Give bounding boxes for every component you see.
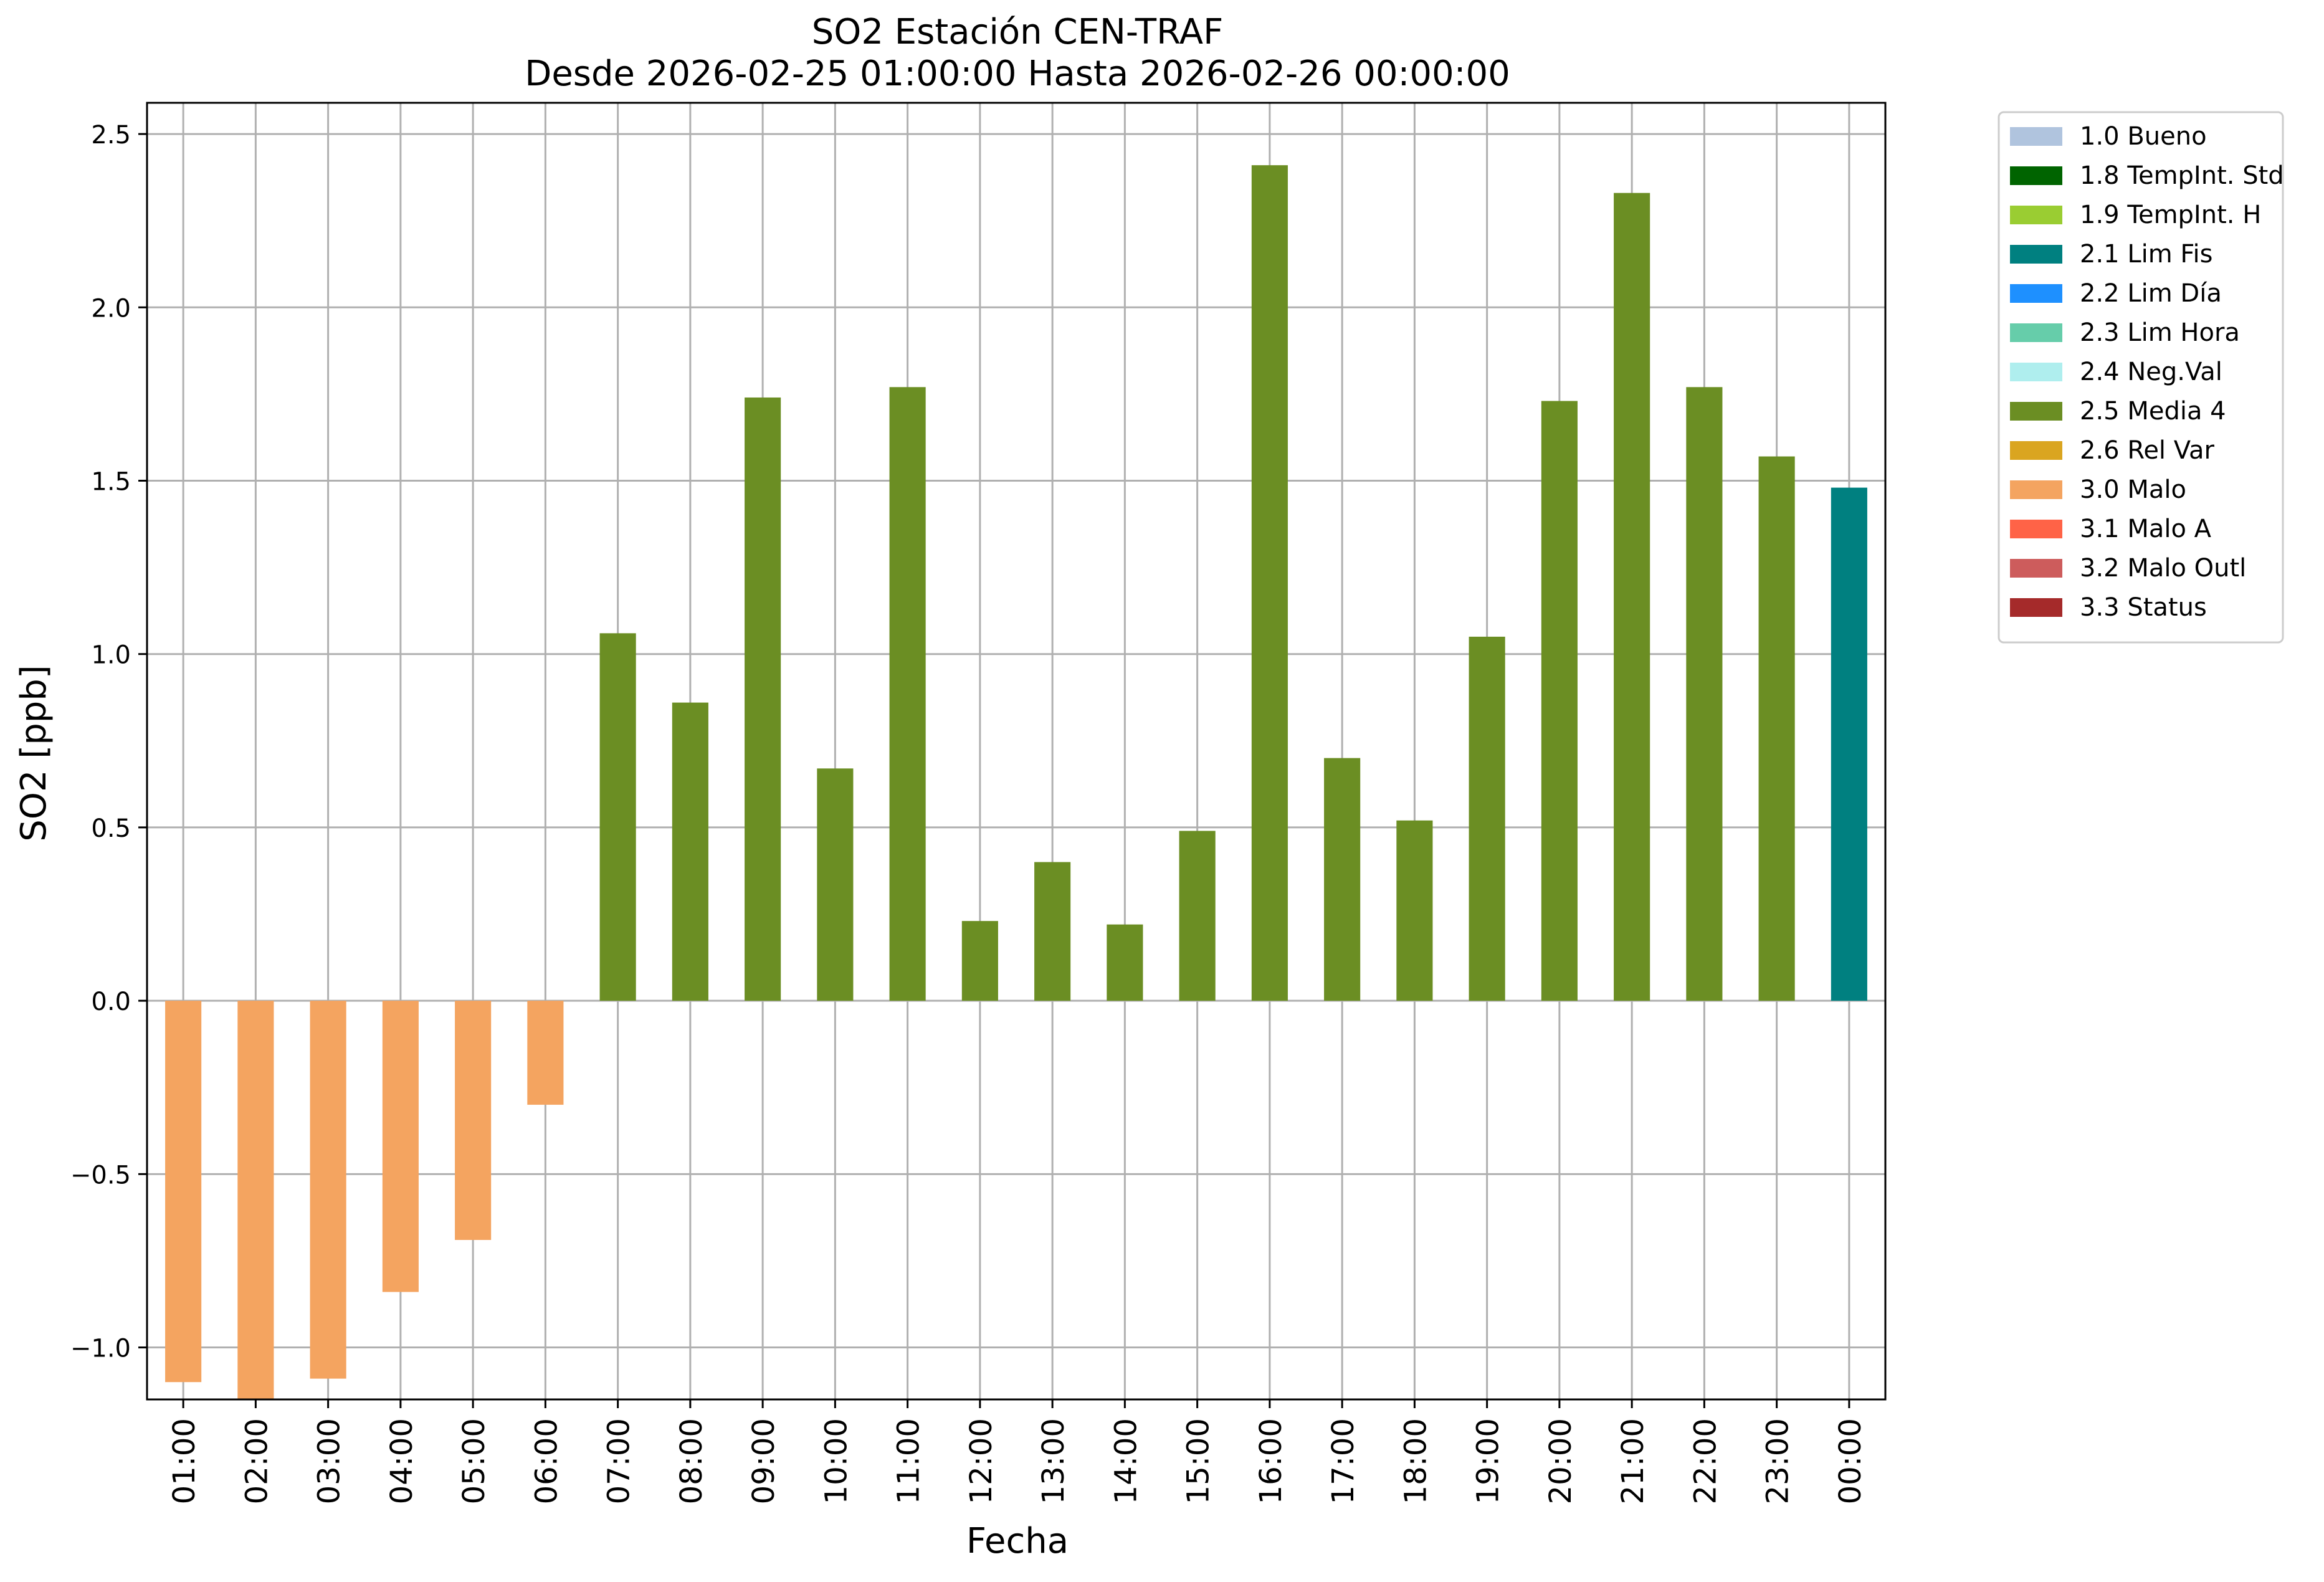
bar-2000 — [1541, 401, 1578, 1001]
legend-label: 1.9 TempInt. H — [2080, 201, 2261, 229]
bar-1800 — [1396, 820, 1433, 1001]
bar-1600 — [1251, 165, 1288, 1001]
bar-1200 — [961, 921, 998, 1001]
legend-swatch — [2010, 480, 2062, 499]
legend-swatch — [2010, 206, 2062, 224]
x-tick-label: 03:00 — [312, 1418, 347, 1504]
x-tick-label: 05:00 — [457, 1418, 492, 1504]
x-tick-label: 09:00 — [746, 1418, 781, 1504]
bar-0000 — [1831, 487, 1867, 1001]
legend-swatch — [2010, 284, 2062, 303]
x-tick-label: 02:00 — [239, 1418, 274, 1504]
x-tick-label: 11:00 — [892, 1418, 926, 1504]
legend-swatch — [2010, 402, 2062, 421]
x-tick-label: 08:00 — [674, 1418, 709, 1504]
x-tick-label: 00:00 — [1833, 1418, 1868, 1504]
plot-frame — [146, 102, 1887, 1401]
legend-swatch — [2010, 245, 2062, 264]
bar-0600 — [527, 1001, 564, 1105]
x-tick-label: 07:00 — [602, 1418, 637, 1504]
x-tick-label: 06:00 — [529, 1418, 564, 1504]
legend-swatch — [2010, 323, 2062, 342]
y-tick-label: 1.0 — [91, 641, 131, 670]
bar-0200 — [237, 1001, 274, 1399]
x-tick-label: 20:00 — [1543, 1418, 1578, 1504]
bar-0800 — [672, 702, 708, 1001]
bar-1900 — [1469, 636, 1505, 1001]
bar-2200 — [1686, 387, 1723, 1001]
legend-label: 2.3 Lim Hora — [2080, 318, 2240, 347]
x-tick-label: 15:00 — [1181, 1418, 1216, 1504]
legend-label: 2.5 Media 4 — [2080, 397, 2226, 426]
y-tick-label: 1.5 — [91, 467, 131, 496]
bar-2100 — [1614, 193, 1650, 1001]
bar-0500 — [455, 1001, 492, 1241]
x-tick-label: 13:00 — [1036, 1418, 1071, 1504]
legend-label: 1.0 Bueno — [2080, 122, 2207, 151]
y-tick-label: −1.0 — [70, 1335, 131, 1363]
grid-lines — [147, 103, 1885, 1399]
y-tick-label: −0.5 — [70, 1161, 131, 1189]
legend-label: 2.1 Lim Fis — [2080, 240, 2212, 269]
bar-0700 — [599, 633, 636, 1001]
axes: −1.0 −0.5 0.0 0.5 1.0 1.5 2.0 2.5 01:00 02:00 03:0… — [70, 102, 1887, 1504]
x-tick-label: 14:00 — [1108, 1418, 1143, 1504]
bar-1000 — [817, 768, 854, 1001]
x-tick-label: 21:00 — [1616, 1418, 1650, 1504]
x-tick-label: 10:00 — [819, 1418, 854, 1504]
bars — [165, 165, 1867, 1399]
legend-swatch — [2010, 598, 2062, 617]
y-tick-label: 2.5 — [91, 121, 131, 150]
x-tick-label: 12:00 — [964, 1418, 999, 1504]
bar-0300 — [310, 1001, 346, 1379]
y-tick-label: 0.0 — [91, 988, 131, 1016]
legend-label: 1.8 TempInt. Std — [2080, 161, 2284, 190]
legend-swatch — [2010, 166, 2062, 185]
y-tick-label: 0.5 — [91, 814, 131, 843]
x-tick-label: 01:00 — [167, 1418, 202, 1504]
x-tick-label: 19:00 — [1471, 1418, 1506, 1504]
bar-1100 — [889, 387, 926, 1001]
legend-swatch — [2010, 127, 2062, 146]
x-axis-label: Fecha — [966, 1521, 1069, 1561]
chart-title: SO2 Estación CEN-TRAF — [812, 12, 1224, 52]
legend-swatch — [2010, 441, 2062, 460]
x-tick-label: 22:00 — [1688, 1418, 1723, 1504]
bar-1300 — [1034, 862, 1071, 1001]
x-tick-label: 23:00 — [1761, 1418, 1796, 1504]
chart-subtitle: Desde 2026-02-25 01:00:00 Hasta 2026-02-… — [525, 54, 1510, 94]
legend: 1.0 Bueno 1.8 TempInt. Std 1.9 TempInt. H 2… — [1998, 111, 2284, 644]
bar-0400 — [382, 1001, 419, 1292]
legend-frame — [1998, 111, 2284, 644]
legend-label: 3.1 Malo A — [2080, 515, 2212, 543]
legend-label: 3.3 Status — [2080, 593, 2207, 622]
bar-0900 — [745, 397, 781, 1001]
x-tick-label: 17:00 — [1326, 1418, 1361, 1504]
x-tick-label: 04:00 — [384, 1418, 419, 1504]
x-tick-label: 18:00 — [1398, 1418, 1433, 1504]
x-tick-label: 16:00 — [1254, 1418, 1288, 1504]
bar-1700 — [1324, 758, 1361, 1001]
y-axis-label: SO2 [ppb] — [14, 665, 54, 841]
legend-label: 2.4 Neg.Val — [2080, 358, 2222, 386]
bar-1400 — [1107, 924, 1143, 1001]
bar-2300 — [1758, 456, 1795, 1001]
legend-swatch — [2010, 559, 2062, 578]
legend-label: 3.0 Malo — [2080, 475, 2186, 504]
legend-label: 3.2 Malo Outl — [2080, 554, 2246, 583]
bar-1500 — [1179, 831, 1216, 1001]
legend-label: 2.2 Lim Día — [2080, 279, 2222, 308]
y-tick-label: 2.0 — [91, 294, 131, 323]
bar-0100 — [165, 1001, 202, 1383]
legend-label: 2.6 Rel Var — [2080, 436, 2215, 465]
legend-swatch — [2010, 363, 2062, 381]
legend-swatch — [2010, 520, 2062, 538]
